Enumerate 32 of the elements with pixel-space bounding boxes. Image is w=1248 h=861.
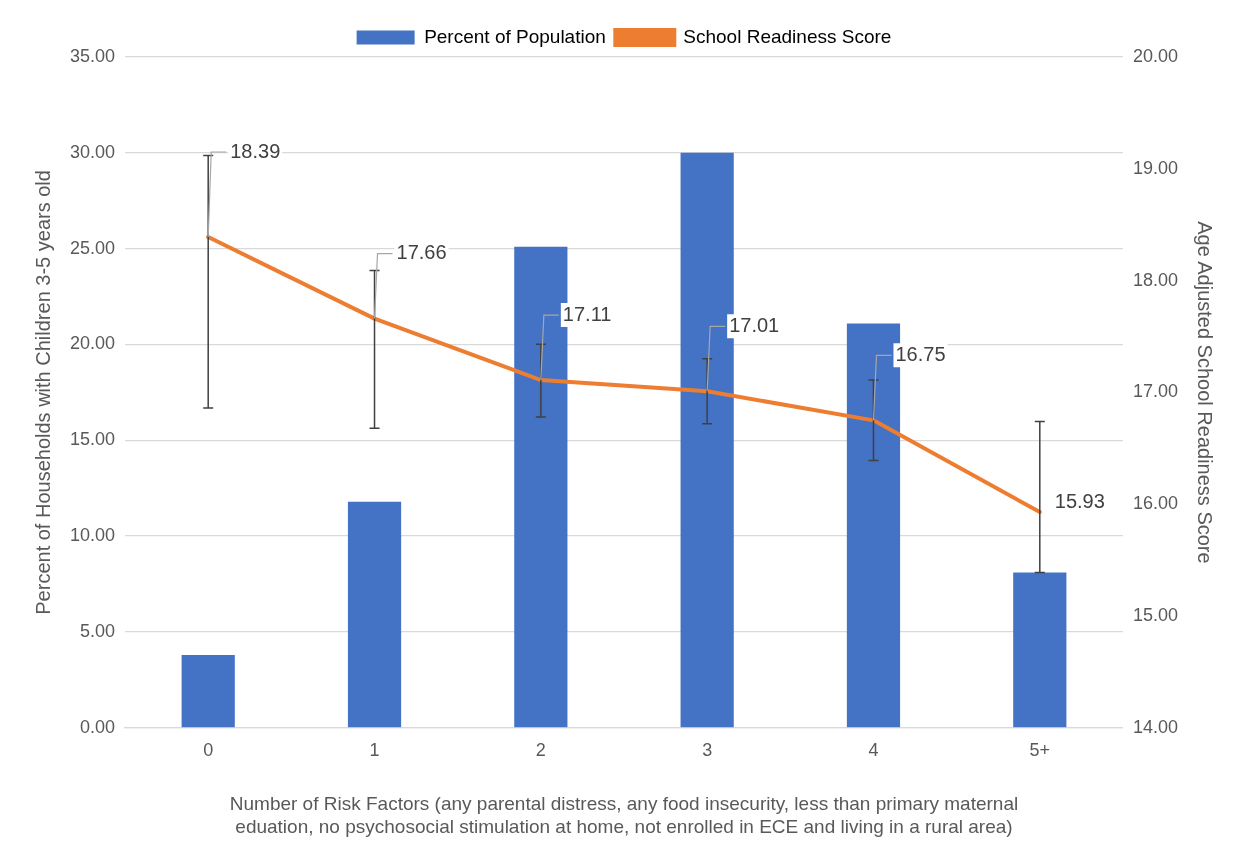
y2-tick-label: 14.00: [1132, 716, 1178, 737]
y-tick-label: 15.00: [70, 429, 116, 450]
data-label: 18.39: [230, 139, 281, 162]
y-tick-label: 20.00: [70, 333, 116, 354]
x-tick-label: 4: [868, 739, 879, 760]
x-axis-title: Number of Risk Factors (any parental distress, any food insecurity, less than primary maternal eduation, no psychosocial stimulation at home, not enrolled in ECE and living in a rural area): [229, 793, 1019, 837]
y2-axis-title: Age Adjusted School Readiness Score: [1194, 221, 1217, 564]
y-tick-label: 0.00: [80, 716, 116, 737]
data-label: 17.11: [562, 302, 612, 325]
y-tick-label: 35.00: [70, 45, 116, 66]
y2-tick-label: 18.00: [1132, 269, 1178, 290]
data-label: 16.75: [895, 342, 946, 365]
y-tick-label: 30.00: [70, 141, 116, 162]
y-axis-title: Percent of Households with Children 3-5 years old: [31, 170, 54, 615]
legend-label: School Readiness Score: [683, 25, 892, 47]
y-tick-label: 5.00: [80, 620, 116, 641]
y2-tick-label: 20.00: [1132, 45, 1178, 66]
x-tick-label: 2: [535, 739, 546, 760]
data-label: 15.93: [1054, 489, 1105, 512]
y-tick-label: 10.00: [70, 525, 116, 546]
legend-label: Percent of Population: [424, 25, 606, 47]
y2-tick-label: 17.00: [1132, 381, 1178, 402]
data-label: 17.66: [396, 241, 447, 264]
x-tick-label: 3: [702, 739, 713, 760]
x-tick-label: 5+: [1029, 739, 1051, 760]
y2-tick-label: 16.00: [1132, 493, 1178, 514]
x-tick-label: 0: [203, 739, 214, 760]
y2-tick-label: 15.00: [1132, 604, 1178, 625]
data-label: 17.01: [729, 313, 780, 336]
y2-tick-label: 19.00: [1132, 157, 1178, 178]
y-tick-label: 25.00: [70, 237, 116, 258]
x-tick-label: 1: [369, 739, 380, 760]
